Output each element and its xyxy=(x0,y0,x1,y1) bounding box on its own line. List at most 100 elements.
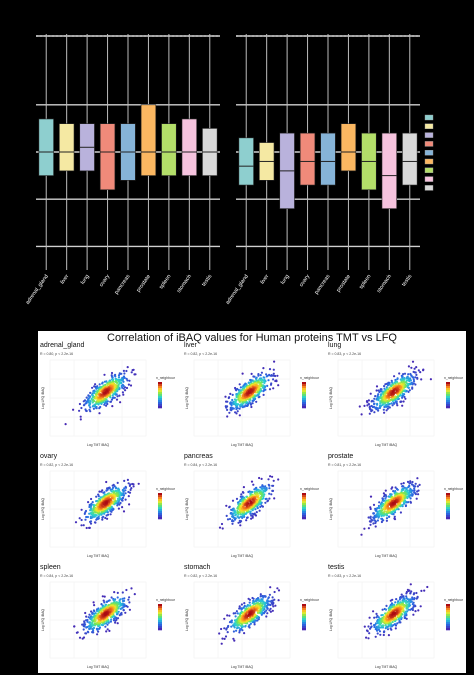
scatter-point xyxy=(413,371,416,374)
colorbar-segment xyxy=(158,517,162,520)
scatter-point xyxy=(80,524,83,527)
scatter-point xyxy=(380,517,383,520)
scatter-point xyxy=(411,376,414,379)
box xyxy=(38,118,54,176)
scatter-point xyxy=(101,504,104,508)
scatter-point xyxy=(117,610,120,613)
colorbar-segment xyxy=(302,396,306,399)
scatter-point xyxy=(228,505,231,508)
scatter-point xyxy=(272,374,275,377)
scatter-point xyxy=(240,505,243,508)
scatter-point xyxy=(408,389,411,392)
scatter-point xyxy=(381,626,385,629)
scatter-point xyxy=(259,593,262,596)
scatter-point xyxy=(264,595,267,598)
scatter-point xyxy=(245,400,248,403)
box xyxy=(381,132,397,209)
scatter-point xyxy=(363,625,366,628)
scatter-point xyxy=(239,628,242,631)
scatter-point xyxy=(121,591,124,594)
box xyxy=(238,137,254,186)
colorbar-segment xyxy=(158,390,162,393)
x-axis-label: Log TMT iBAQ xyxy=(87,554,110,558)
scatter-point xyxy=(272,387,275,390)
scatter-point xyxy=(387,616,390,619)
scatter-point xyxy=(253,488,256,491)
scatter-point xyxy=(228,411,231,414)
panel-correlation-stat: R = 0.84, p < 2.2e-16 xyxy=(40,574,74,578)
scatter-point xyxy=(417,493,420,496)
panel-correlation-stat: R = 0.82, p < 2.2e-16 xyxy=(40,463,74,467)
scatter-point xyxy=(122,510,126,513)
category-tick-label: pancreas xyxy=(314,274,332,296)
box xyxy=(340,123,357,172)
scatter-point xyxy=(229,392,232,395)
scatter-panel-pancreas: n_neighbours Log TMT iBAQ Log LFQ iBAQ panc… xyxy=(184,453,319,563)
scatter-point xyxy=(122,393,125,396)
scatter-point xyxy=(394,627,397,630)
scatter-point xyxy=(409,480,412,483)
colorbar-segment xyxy=(158,503,162,506)
scatter-point xyxy=(245,519,248,522)
scatter-point xyxy=(394,400,397,403)
scatter-point xyxy=(238,383,241,386)
scatter-point xyxy=(377,628,380,631)
scatter-point xyxy=(373,616,376,619)
scatter-point xyxy=(369,507,372,511)
colorbar-segment xyxy=(158,606,162,609)
scatter-point xyxy=(123,376,126,379)
scatter-point xyxy=(376,402,379,405)
scatter-point xyxy=(259,595,262,598)
scatter-point xyxy=(227,624,230,628)
legend-swatch xyxy=(424,176,434,182)
box xyxy=(320,132,336,186)
scatter-point xyxy=(376,632,379,635)
scatter-point xyxy=(235,389,238,392)
scatter-point xyxy=(393,515,396,518)
box xyxy=(140,104,157,176)
scatter-point xyxy=(220,522,224,526)
scatter-point xyxy=(238,607,241,610)
scatter-point xyxy=(128,503,131,506)
scatter-point xyxy=(257,374,260,377)
scatter-point xyxy=(230,625,233,628)
scatter-point xyxy=(391,404,394,407)
scatter-point xyxy=(408,482,411,485)
scatter-point xyxy=(113,500,116,503)
scatter-point xyxy=(99,405,102,409)
scatter-point xyxy=(130,587,133,590)
scatter-point xyxy=(221,527,224,530)
scatter-point xyxy=(251,490,254,494)
scatter-point xyxy=(382,633,385,637)
scatter-point xyxy=(96,391,99,394)
scatter-point xyxy=(409,497,412,500)
scatter-point xyxy=(262,393,265,396)
scatter-point xyxy=(369,495,373,498)
scatter-point xyxy=(395,380,399,383)
scatter-point xyxy=(415,497,418,500)
scatter-point xyxy=(260,371,263,374)
scatter-point xyxy=(237,626,240,629)
legend-title: n_neighbours xyxy=(300,598,319,602)
scatter-point xyxy=(400,596,403,599)
colorbar-segment xyxy=(302,626,306,629)
scatter-point xyxy=(386,382,389,385)
scatter-point xyxy=(79,418,82,421)
scatter-point xyxy=(90,497,93,501)
colorbar-segment xyxy=(302,511,306,514)
colorbar-segment xyxy=(446,406,450,409)
scatter-point xyxy=(415,366,418,369)
scatter-point xyxy=(380,520,383,524)
panel-correlation-stat: R = 0.83, p < 2.2e-16 xyxy=(328,352,362,356)
scatter-point xyxy=(420,378,423,381)
colorbar-segment xyxy=(302,394,306,397)
legend-swatch xyxy=(424,167,434,174)
x-axis-label: Log TMT iBAQ xyxy=(87,665,110,669)
scatter-point xyxy=(121,391,124,394)
scatter-point xyxy=(410,366,413,369)
scatter-point xyxy=(238,407,241,410)
legend-title: n_neighbours xyxy=(300,487,319,491)
scatter-point xyxy=(375,612,378,615)
scatter-point xyxy=(274,604,277,607)
scatter-point xyxy=(225,627,228,630)
